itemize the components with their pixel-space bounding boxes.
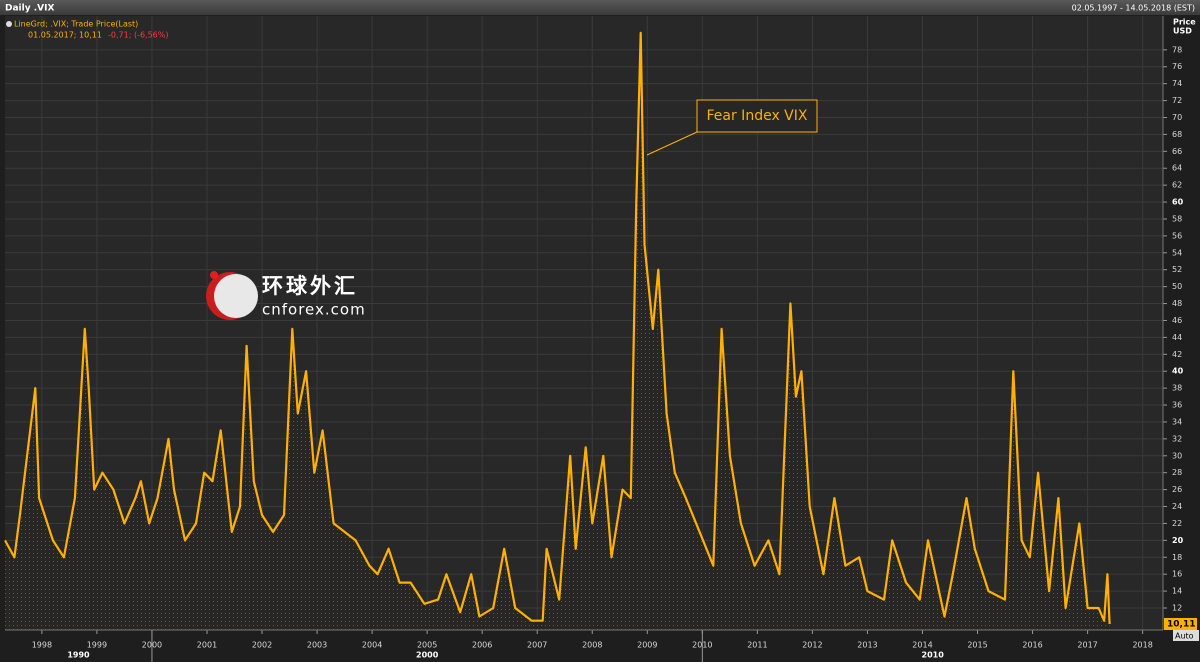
x-tick-label: 2013 [857,641,877,650]
watermark: 环球外汇 cnforex.com [206,271,366,320]
y-tick-label: 72 [1172,96,1182,105]
x-tick-label: 2004 [362,641,382,650]
header-title: Daily .VIX [5,4,54,14]
y-tick-label: 40 [1172,367,1184,376]
legend: LineGrd; .VIX; Trade Price(Last) 01.05.2… [6,20,168,40]
x-tick-label: 2017 [1077,641,1097,650]
legend-change: -0,71; (-6,56%) [108,31,168,40]
legend-info: 01.05.2017; 10,11 [28,31,102,40]
y-tick-label: 30 [1172,451,1182,460]
x-tick-label: 2003 [307,641,327,650]
y-tick-label: 32 [1172,434,1182,443]
y-tick-label: 14 [1172,587,1182,596]
line [4,31,1111,625]
decade-label: 2000 [416,651,439,660]
scale-mode-box [1173,629,1199,641]
x-tick-label: 2015 [967,641,987,650]
header-bar [0,0,1200,15]
y-tick-label: 20 [1172,536,1184,545]
y-tick-label: 34 [1172,417,1182,426]
x-tick-label: 2005 [417,641,437,650]
watermark-logo [210,271,218,279]
x-tick-label: 2018 [1132,641,1152,650]
y-tick-label: 66 [1172,147,1182,156]
y-tick-label: 22 [1172,519,1182,528]
legend-icon [6,21,12,27]
x-tick-label: 2008 [582,641,602,650]
x-tick-label: 1999 [87,641,107,650]
y-tick-label: 50 [1172,282,1182,291]
header-range: 02.05.1997 - 14.05.2018 (EST) [1072,4,1195,13]
y-tick-label: 56 [1172,231,1182,240]
y-tick-label: 54 [1172,248,1182,257]
y-tick-label: 60 [1172,198,1184,207]
x-tick-label: 2006 [472,641,492,650]
annotation-text: Fear Index VIX [707,108,808,124]
last-price-tag [1164,617,1197,630]
annotation-box [696,99,818,133]
y-tick-label: 78 [1172,45,1182,54]
last-price-label: 10,11 [1167,619,1195,629]
annotation-leader [646,131,698,156]
y-tick-label: 24 [1172,502,1182,511]
y-tick-label: 52 [1172,265,1182,274]
y-tick-label: 44 [1172,333,1182,342]
x-tick-label: 2002 [252,641,272,650]
y-axis-label: Price [1173,18,1196,27]
y-tick-label: 48 [1172,299,1182,308]
y-tick-label: 12 [1172,604,1182,613]
y-tick-label: 64 [1172,164,1182,173]
y-tick-label: 58 [1172,214,1182,223]
y-tick-label: 42 [1172,350,1182,359]
y-tick-label: 76 [1172,62,1182,71]
y-tick-label: 26 [1172,485,1182,494]
x-tick-label: 2012 [802,641,822,650]
y-tick-label: 16 [1172,570,1182,579]
x-tick-label: 2001 [197,641,217,650]
x-tick-label: 2007 [527,641,547,650]
y-tick-label: 62 [1172,181,1182,190]
watermark-title: 环球外汇 [262,274,358,298]
legend-name: LineGrd; .VIX; Trade Price(Last) [14,20,138,29]
y-tick-label: 28 [1172,468,1182,477]
y-tick-label: 74 [1172,79,1182,88]
watermark-logo [214,274,258,318]
y-tick-label: 46 [1172,316,1182,325]
y-tick-label: 18 [1172,553,1182,562]
y-tick-label: 70 [1172,113,1182,122]
x-tick-label: 2011 [747,641,767,650]
y-tick-label: 36 [1172,401,1182,410]
x-tick-label: 2016 [1022,641,1042,650]
y-tick-label: 68 [1172,130,1182,139]
scale-mode: Auto [1175,631,1194,640]
x-tick-label: 2009 [637,641,657,650]
area [5,32,1110,630]
x-tick-label: 1998 [32,641,52,650]
decade-label: 2010 [922,651,945,660]
watermark-site: cnforex.com [262,301,366,319]
y-axis-label: USD [1173,27,1192,36]
y-tick-label: 38 [1172,384,1182,393]
decade-label: 1990 [67,651,90,660]
annotation: Fear Index VIX [646,99,818,156]
x-tick-label: 2014 [912,641,932,650]
